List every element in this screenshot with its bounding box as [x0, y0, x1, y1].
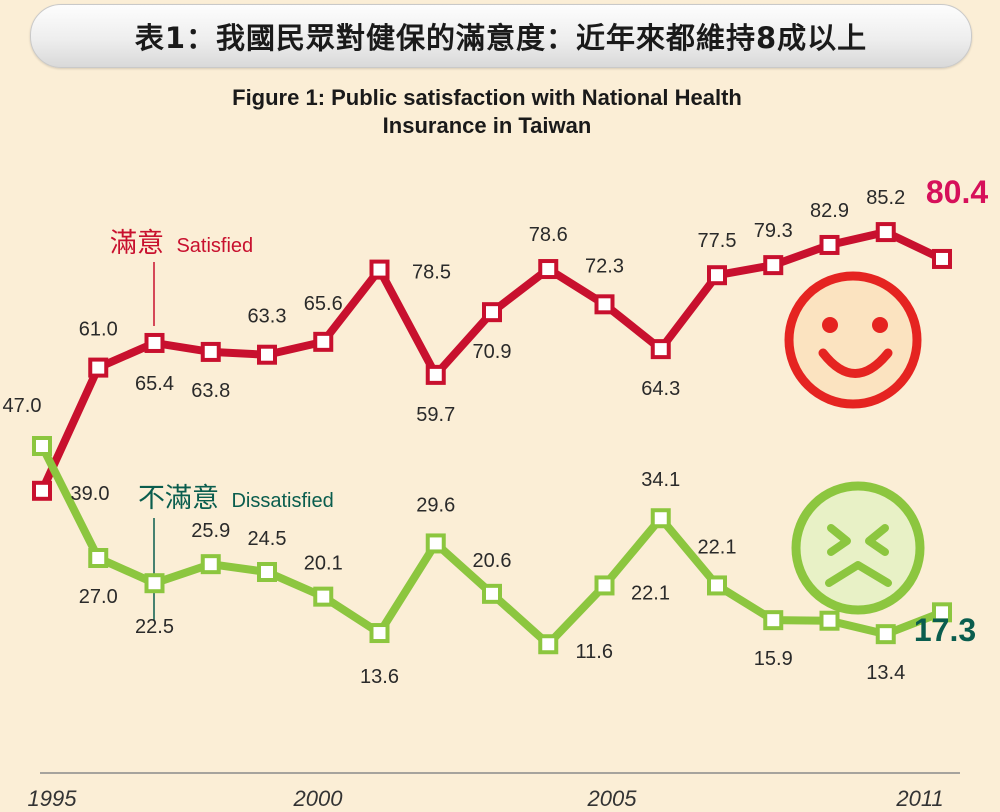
satisfied-marker — [313, 331, 334, 352]
smiley-face-icon — [784, 271, 922, 409]
dissatisfied-marker — [932, 602, 952, 623]
satisfied-data-label: 82.9 — [810, 200, 849, 222]
dissatisfied-data-label: 13.4 — [866, 662, 905, 684]
x-tick-label: 2000 — [293, 786, 344, 811]
dissatisfied-marker — [144, 573, 165, 594]
series-layer — [32, 222, 952, 655]
satisfied-data-label: 72.3 — [585, 255, 624, 277]
x-axis-ticks: 1995 2000 2005 2011 — [28, 786, 944, 811]
satisfied-data-label: 63.3 — [248, 306, 287, 328]
dissatisfied-marker — [32, 436, 52, 456]
dissatisfied-marker — [538, 634, 559, 655]
satisfied-data-label: 78.6 — [529, 224, 568, 246]
dissatisfied-marker — [763, 610, 784, 631]
x-tick-label: 1995 — [28, 786, 78, 811]
satisfied-data-label: 61.0 — [79, 319, 118, 341]
dissatisfied-data-label: 17.3 — [914, 612, 976, 648]
dissatisfied-data-label: 29.6 — [416, 494, 455, 516]
dissatisfied-data-label: 27.0 — [79, 586, 118, 608]
satisfied-marker — [763, 255, 784, 276]
satisfied-marker — [482, 302, 502, 323]
dissatisfied-marker — [819, 610, 840, 631]
satisfied-marker — [875, 222, 896, 243]
dissatisfied-marker — [594, 575, 615, 596]
satisfied-marker — [819, 234, 840, 255]
title-banner: 表1：我國民眾對健保的滿意度：近年來都維持8成以上 — [30, 4, 972, 68]
dissatisfied-data-label: 13.6 — [360, 666, 399, 688]
dissatisfied-data-label: 20.6 — [473, 550, 512, 572]
chart-title-line-2: Insurance in Taiwan — [383, 113, 592, 138]
satisfied-data-label: 65.4 — [135, 373, 174, 395]
dissatisfied-legend-en: Dissatisfied — [231, 490, 333, 512]
satisfied-marker — [369, 259, 390, 280]
satisfied-marker — [425, 364, 446, 385]
satisfied-marker — [32, 480, 52, 501]
satisfied-legend-en: Satisfied — [176, 235, 253, 257]
x-tick-label: 2011 — [895, 786, 943, 811]
satisfied-data-label: 79.3 — [754, 220, 793, 242]
dissatisfied-data-label: 15.9 — [754, 648, 793, 670]
satisfied-marker — [932, 248, 952, 269]
dissatisfied-marker — [707, 575, 727, 596]
dissatisfied-data-label: 20.1 — [304, 553, 343, 575]
dissatisfied-legend-zh: 不滿意 — [138, 483, 219, 514]
dissatisfied-marker — [425, 533, 446, 554]
dissatisfied-data-label: 22.5 — [135, 616, 174, 638]
satisfied-marker — [594, 294, 615, 315]
chart-title-line-1: Figure 1: Public satisfaction with Natio… — [232, 85, 742, 110]
dissatisfied-data-label: 47.0 — [3, 395, 42, 417]
satisfied-data-label: 77.5 — [698, 230, 737, 252]
satisfied-legend: 滿意 Satisfied — [110, 228, 253, 259]
dissatisfied-marker — [650, 508, 671, 529]
satisfied-data-label: 65.6 — [304, 293, 343, 315]
dissatisfied-marker — [369, 623, 390, 644]
dissatisfied-data-label: 24.5 — [248, 528, 287, 550]
frowning-face-icon — [791, 481, 925, 615]
banner-title: 表1：我國民眾對健保的滿意度：近年來都維持8成以上 — [134, 21, 868, 55]
dissatisfied-data-label: 22.1 — [631, 582, 670, 604]
satisfied-data-label: 63.8 — [191, 380, 230, 402]
satisfied-legend-zh: 滿意 — [110, 228, 164, 259]
satisfied-marker — [257, 344, 277, 365]
dissatisfied-marker — [200, 554, 221, 575]
dissatisfied-marker — [313, 586, 334, 607]
satisfied-data-label: 85.2 — [866, 187, 905, 209]
x-tick-label: 2005 — [587, 786, 638, 811]
data-labels: 39.0 61.0 65.4 63.8 63.3 65.6 78.5 59.7 70.9 78.6… — [3, 174, 989, 688]
satisfied-marker — [650, 339, 671, 360]
dissatisfied-data-label: 11.6 — [576, 641, 613, 663]
satisfied-data-label: 64.3 — [641, 378, 680, 400]
satisfied-marker — [88, 357, 109, 378]
dissatisfied-data-label: 25.9 — [191, 520, 230, 542]
dissatisfied-data-label: 22.1 — [698, 536, 737, 558]
satisfied-data-label: 70.9 — [473, 341, 512, 363]
satisfied-data-label: 80.4 — [926, 174, 988, 210]
satisfied-marker — [707, 265, 727, 286]
dissatisfied-legend: 不滿意 Dissatisfied — [138, 483, 334, 514]
satisfied-marker — [200, 341, 221, 362]
satisfied-data-label: 39.0 — [71, 483, 110, 505]
dissatisfied-marker — [482, 583, 502, 604]
satisfied-marker — [538, 259, 559, 280]
satisfied-data-label: 59.7 — [416, 404, 455, 426]
satisfied-marker — [144, 332, 165, 353]
dissatisfied-marker — [88, 548, 109, 568]
dissatisfied-marker — [875, 624, 896, 645]
dissatisfied-data-label: 34.1 — [641, 469, 680, 491]
dissatisfied-marker — [257, 562, 277, 582]
satisfied-data-label: 78.5 — [412, 262, 451, 284]
